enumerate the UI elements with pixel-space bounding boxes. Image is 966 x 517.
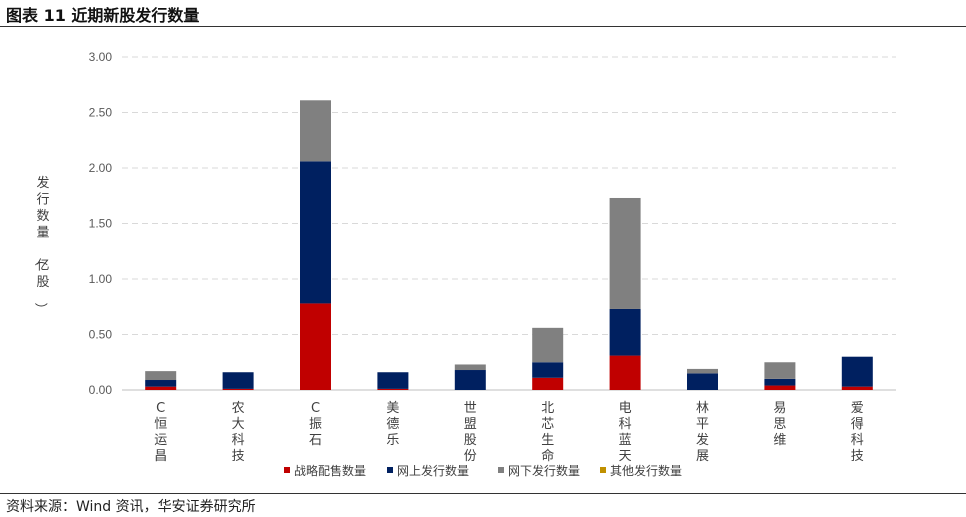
bar-segment-2-8 [687,373,718,390]
bar-segment-3-6 [532,327,564,363]
bar-segment-2-10 [841,356,873,387]
category-label: C 振石 [309,401,322,448]
legend-swatch [387,467,393,473]
legend-swatch [600,467,606,473]
y-tick-label: 1.00 [89,272,113,286]
legend-label: 网上发行数量 [397,463,469,478]
y-tick-label: 1.50 [89,217,113,231]
y-tick-label: 3.00 [89,50,113,64]
bar-segment-2-2 [222,372,254,389]
bar-segment-1-6 [532,377,564,390]
bar-segment-1-10 [841,386,873,390]
bar-segment-2-5 [454,370,486,390]
category-label: 世盟股份 [464,401,477,464]
bar-segment-2-4 [377,372,409,389]
bar-segment-1-7 [609,355,641,390]
y-tick-labels: 0.00 0.50 1.00 1.50 2.00 2.50 3.00 [89,50,113,397]
bar-segment-1-2 [222,388,254,390]
category-label: 电科蓝天 [619,401,632,464]
category-label: 爱得科技 [851,401,864,464]
bar-segment-3-8 [687,368,718,374]
bar-segment-2-6 [532,362,564,378]
legend-label: 网下发行数量 [508,463,580,478]
bar-segment-2-9 [764,378,796,386]
y-tick-label: 0.00 [89,383,113,397]
y-axis-label: 发行数量（亿股） [32,175,49,316]
gridlines [122,56,896,391]
category-label: 易思维 [773,401,786,448]
y-tick-label: 0.50 [89,328,113,342]
category-label: C 恒运昌 [154,401,167,464]
bar-segment-1-3 [300,303,331,390]
legend: 战略配售数量 网上发行数量 网下发行数量 其他发行数量 [284,463,682,478]
y-tick-label: 2.00 [89,161,113,175]
y-axis-title: 发行数量（亿股） [32,175,49,316]
bar-segment-3-7 [609,197,641,309]
bar-segment-3-5 [454,364,486,371]
legend-swatch [284,467,290,473]
category-label: 农大科技 [232,401,245,464]
bar-segment-1-4 [377,388,409,390]
bar-segment-2-7 [609,308,641,356]
category-labels: C 恒运昌 农大科技 C 振石 美德乐 世盟股份 北芯生命 电科蓝天 林平发展 易思维 爱得科技 [154,401,864,464]
bar-segment-1-9 [764,385,796,390]
bars [145,100,873,390]
bar-segment-3-3 [300,100,331,162]
bar-segment-2-1 [145,380,177,387]
figure-title: 图表 11 近期新股发行数量 [6,6,200,25]
legend-swatch [498,467,504,473]
legend-label: 其他发行数量 [610,463,682,478]
bottom-rule [0,493,966,494]
y-tick-label: 2.50 [89,106,113,120]
legend-label: 战略配售数量 [294,463,366,478]
source-note: 资料来源：Wind 资讯，华安证券研究所 [6,499,256,515]
category-label: 美德乐 [386,401,399,448]
category-label: 林平发展 [696,401,709,464]
bar-segment-1-1 [145,386,177,390]
bar-segment-2-3 [300,161,331,304]
category-label: 北芯生命 [541,401,554,464]
bar-segment-3-9 [764,362,796,379]
bar-segment-3-1 [145,371,177,381]
top-rule [0,26,966,27]
